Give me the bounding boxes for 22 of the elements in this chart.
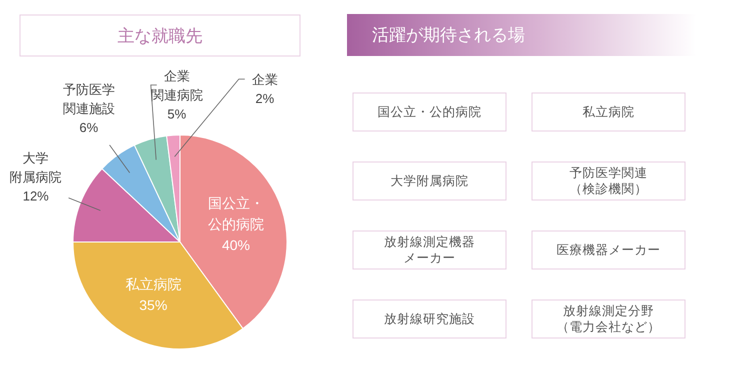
- data-label: 5%: [167, 106, 187, 122]
- data-label: 35%: [139, 296, 168, 313]
- slice-label: 予防医学関連施設: [62, 82, 115, 116]
- slice-label: 企業: [252, 72, 278, 88]
- slice-label: 大学附属病院: [10, 150, 62, 184]
- slice-label: 私立病院: [125, 276, 182, 292]
- text: 大学附属病院: [390, 174, 468, 188]
- data-label: 6%: [79, 120, 99, 135]
- data-label: 12%: [22, 188, 50, 204]
- text: 放射線測定分野（電力会社など）: [556, 304, 660, 334]
- text: 国公立・公的病院: [378, 104, 482, 119]
- text: 予防医学関連（検診機関）: [570, 166, 648, 196]
- slice-label: 国公立・公的病院: [208, 194, 264, 232]
- text: 放射線測定機器メーカー: [384, 235, 475, 265]
- text: 医療機器メーカー: [556, 243, 660, 257]
- slice-label: 企業関連病院: [150, 68, 203, 103]
- text: 私立病院: [582, 104, 634, 119]
- data-label: 2%: [255, 91, 275, 106]
- data-label: 40%: [222, 236, 250, 253]
- chart-title: 主な就職先: [118, 26, 202, 46]
- text: 放射線研究施設: [384, 312, 475, 326]
- text: 活躍が期待される場: [372, 26, 525, 44]
